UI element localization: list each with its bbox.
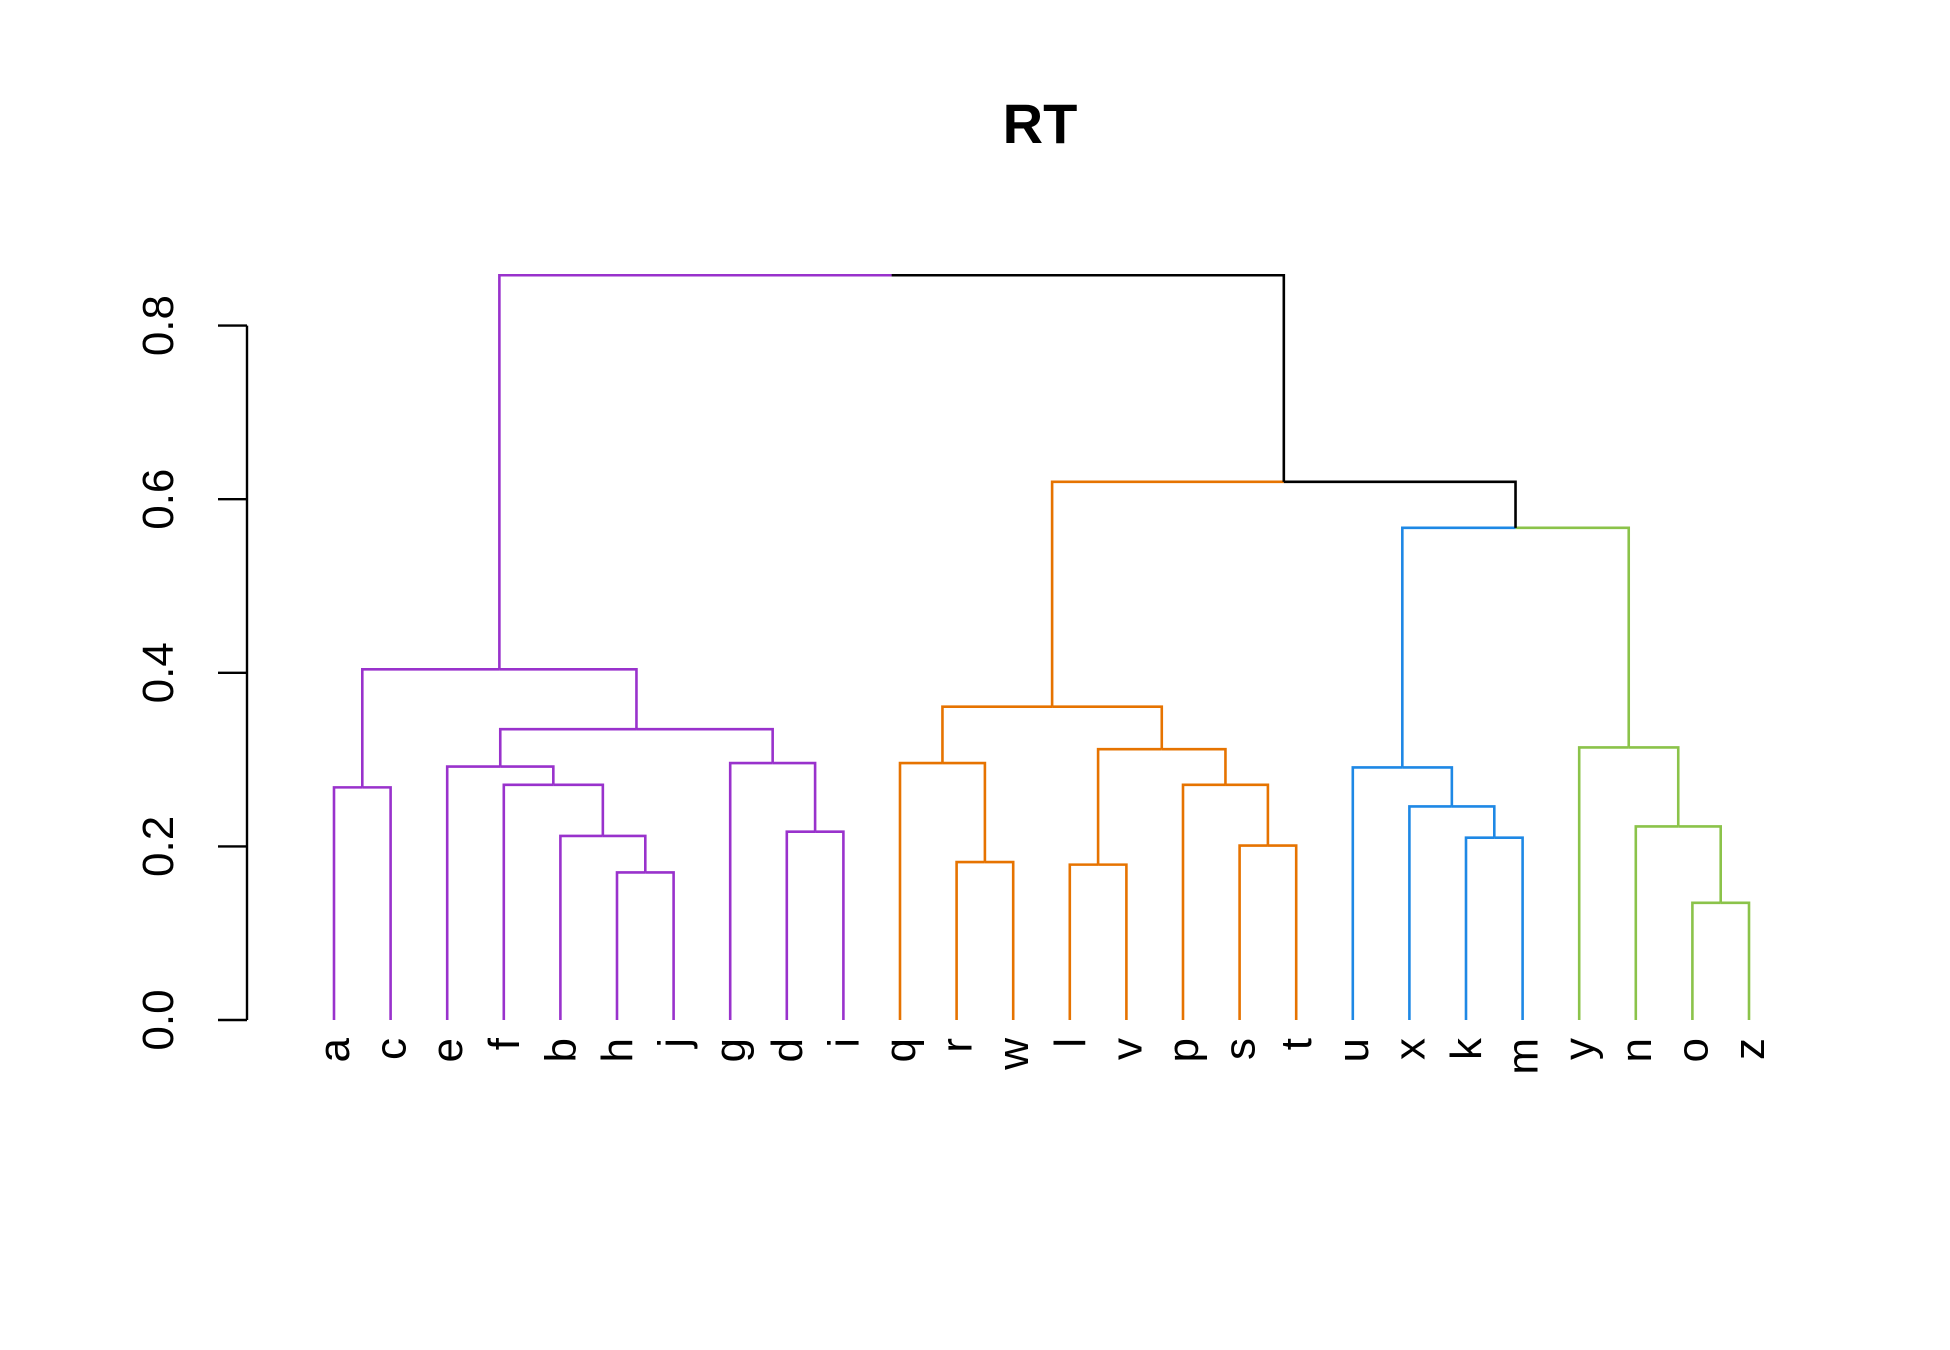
branch-di-right — [815, 830, 845, 1020]
branch-lvpst-right — [1161, 747, 1227, 785]
branch-efbhj-left — [445, 765, 501, 1020]
branch-qrw-right — [942, 761, 987, 863]
branch-gdi-left — [728, 761, 773, 1020]
leaf-label-y: y — [1555, 1038, 1604, 1060]
branch-rw-left — [955, 860, 985, 1020]
leaf-label-v: v — [1102, 1038, 1151, 1060]
branch-root-right — [891, 273, 1286, 482]
branch-oz-left — [1691, 901, 1721, 1020]
y-tick-label: 0.6 — [134, 469, 183, 530]
branch-ac-right — [362, 786, 392, 1020]
leaf-label-k: k — [1442, 1037, 1491, 1060]
leaf-label-m: m — [1499, 1038, 1548, 1075]
y-tick-label: 0.8 — [134, 295, 183, 356]
dendrogram-branches — [332, 273, 1751, 1020]
branch-uxkm-right — [1402, 766, 1454, 807]
branch-efbhj-right — [500, 765, 555, 785]
branch-st-left — [1238, 844, 1268, 1020]
y-tick-label: 0.2 — [134, 816, 183, 877]
leaf-label-o: o — [1668, 1038, 1717, 1062]
branch-gdi-right — [772, 761, 817, 832]
branch-bluegreen-right — [1515, 526, 1631, 748]
branch-hj-left — [615, 871, 646, 1020]
branch-ynoz-left — [1577, 746, 1629, 1020]
branch-km-left — [1464, 836, 1495, 1020]
branch-right_root-right — [1283, 480, 1517, 528]
branch-noz-right — [1678, 825, 1722, 903]
branch-orange_sub-left — [941, 705, 1053, 764]
leaf-label-r: r — [933, 1038, 982, 1053]
leaf-label-c: c — [367, 1038, 416, 1060]
branch-km-right — [1494, 836, 1524, 1020]
branch-efbhjgdi-right — [636, 727, 774, 764]
branch-oz-right — [1720, 901, 1751, 1020]
branch-bluegreen-left — [1401, 526, 1516, 768]
branch-pst-left — [1181, 783, 1226, 1020]
branch-efbhjgdi-left — [498, 727, 637, 767]
branch-xkm-left — [1408, 805, 1452, 1020]
leaf-label-l: l — [1046, 1038, 1095, 1048]
leaf-label-n: n — [1612, 1038, 1661, 1062]
leaf-label-i: i — [819, 1038, 868, 1048]
leaf-label-x: x — [1385, 1038, 1434, 1060]
branch-bhj-left — [559, 834, 603, 1020]
branch-fbhj-left — [502, 783, 554, 1020]
leaf-label-f: f — [480, 1037, 529, 1050]
leaf-label-a: a — [310, 1037, 359, 1062]
chart-title: RT — [1003, 92, 1078, 155]
branch-purple_root-left — [361, 668, 500, 788]
leaf-label-z: z — [1725, 1038, 1774, 1060]
leaf-label-d: d — [763, 1038, 812, 1062]
branch-root-left — [498, 273, 892, 670]
leaf-label-w: w — [989, 1038, 1038, 1071]
leaf-label-p: p — [1159, 1038, 1208, 1062]
y-axis: 0.0 0.2 0.4 0.6 0.8 — [134, 295, 249, 1051]
branch-lv-right — [1098, 863, 1128, 1020]
leaf-label-q: q — [876, 1038, 925, 1062]
branch-bhj-right — [602, 834, 647, 873]
branch-lv-left — [1068, 863, 1099, 1020]
leaf-label-u: u — [1329, 1038, 1378, 1062]
leaf-label-b: b — [536, 1038, 585, 1062]
branch-di-left — [785, 830, 816, 1020]
branch-noz-left — [1634, 825, 1679, 1020]
branch-right_root-left — [1050, 480, 1284, 707]
leaf-label-j: j — [650, 1038, 699, 1050]
branch-fbhj-right — [553, 783, 605, 836]
y-tick-label: 0.4 — [134, 642, 183, 703]
branch-orange_sub-right — [1052, 705, 1164, 750]
leaf-label-e: e — [423, 1038, 472, 1062]
branch-pst-right — [1225, 783, 1270, 846]
leaf-label-s: s — [1216, 1038, 1265, 1060]
leaf-label-g: g — [706, 1038, 755, 1062]
branch-ac-left — [332, 786, 363, 1020]
branch-uxkm-left — [1351, 766, 1403, 1020]
branch-qrw-left — [898, 761, 943, 1020]
branch-purple_root-right — [499, 668, 638, 730]
leaf-label-t: t — [1272, 1038, 1321, 1050]
branch-lvpst-left — [1096, 747, 1162, 865]
branch-st-right — [1267, 844, 1298, 1020]
leaf-label-h: h — [593, 1038, 642, 1062]
branch-hj-right — [645, 871, 675, 1020]
branch-ynoz-right — [1628, 746, 1680, 827]
y-tick-label: 0.0 — [134, 989, 183, 1050]
branch-xkm-right — [1451, 805, 1496, 838]
branch-rw-right — [984, 860, 1015, 1020]
